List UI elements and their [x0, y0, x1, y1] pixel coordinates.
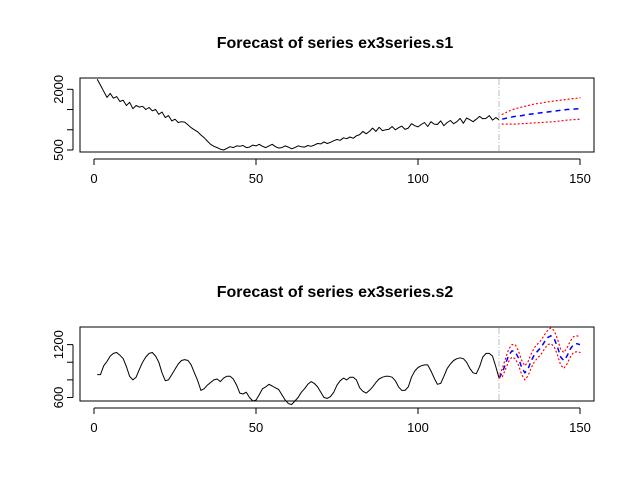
plot-frame-1	[79, 77, 595, 153]
x-axis-2: 0 50 100 150	[90, 407, 591, 435]
y-tick-label: 2000	[51, 75, 66, 104]
upper-interval-series-line	[498, 327, 581, 379]
observed-series-line	[97, 352, 500, 405]
y-tick-label: 500	[51, 139, 66, 161]
x-tick-label: 150	[569, 171, 591, 186]
plot-frame-2	[79, 326, 595, 402]
y-tick-label: 600	[51, 387, 66, 409]
y-axis-2: 600 1200	[51, 330, 74, 409]
x-tick-label: 150	[569, 420, 591, 435]
chart-title-2: Forecast of series ex3series.s2	[217, 284, 454, 301]
chart-panel-2: Forecast of series ex3series.s2 0 50 100 15…	[51, 284, 595, 435]
observed-series-line	[96, 78, 500, 151]
x-tick-label: 100	[407, 171, 429, 186]
y-axis-1: 500 2000	[51, 75, 74, 161]
x-tick-label: 100	[407, 420, 429, 435]
chart-title-1: Forecast of series ex3series.s1	[217, 35, 454, 52]
series-marks-1	[96, 78, 581, 151]
x-axis-1: 0 50 100 150	[90, 158, 591, 186]
x-tick-label: 0	[90, 420, 97, 435]
x-tick-label: 0	[90, 171, 97, 186]
chart-panel-1: Forecast of series ex3series.s1 0 50 100 15…	[51, 35, 595, 186]
forecast-series-line	[502, 107, 581, 120]
forecast-series-line	[498, 335, 581, 379]
lower-interval-series-line	[498, 343, 581, 381]
x-tick-label: 50	[249, 171, 263, 186]
upper-interval-series-line	[501, 97, 581, 116]
series-marks-2	[97, 327, 581, 405]
lower-interval-series-line	[501, 118, 581, 125]
y-tick-label: 1200	[51, 330, 66, 359]
x-tick-label: 50	[249, 420, 263, 435]
